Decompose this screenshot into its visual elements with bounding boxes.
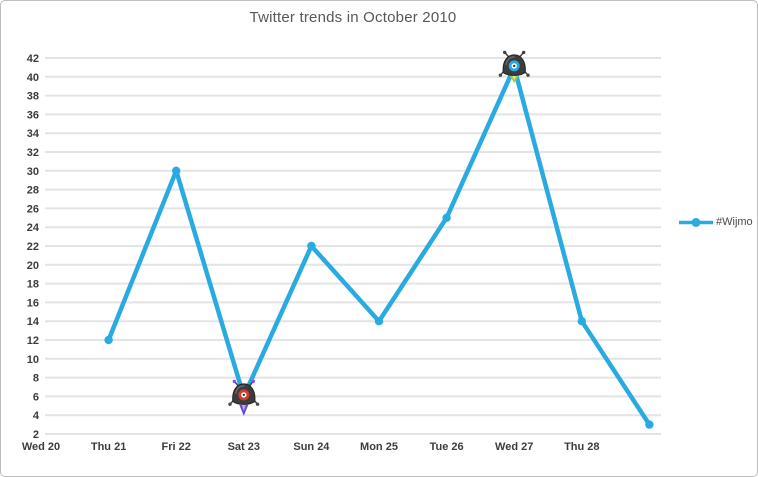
y-axis-tick-label: 36 [27,109,39,121]
data-point-marker[interactable] [172,166,181,175]
y-axis-tick-label: 40 [27,72,39,84]
y-axis-tick-label: 14 [27,316,40,328]
y-axis-tick-label: 30 [27,166,39,178]
chart-title: Twitter trends in October 2010 [249,9,457,26]
legend-label: #Wijmo [716,216,753,228]
x-axis-tick-label: Sat 23 [228,441,260,453]
x-axis-tick-label: Wed 27 [495,441,533,453]
x-axis-tick-label: Sun 24 [293,441,330,453]
y-axis-tick-label: 18 [27,279,39,291]
x-axis-tick-label: Mon 25 [360,441,398,453]
x-axis-tick-label: Thu 21 [91,441,126,453]
y-axis-tick-label: 20 [27,260,39,272]
data-point-marker[interactable] [577,317,586,326]
x-axis-tick-label: Wed 20 [22,441,60,453]
y-axis-tick-label: 8 [33,373,39,385]
y-axis-tick-label: 42 [27,53,39,65]
y-axis-tick-label: 34 [27,128,40,140]
legend[interactable]: #Wijmo [679,216,753,228]
y-axis-tick-label: 4 [33,410,40,422]
spaceship-marker-icon[interactable] [498,50,530,83]
data-point-marker[interactable] [374,317,384,326]
y-axis-tick-label: 10 [27,354,39,366]
x-axis-tick-label: Thu 28 [564,441,599,453]
y-axis-tick-label: 28 [27,185,39,197]
legend-line-marker-icon [679,217,713,227]
y-axis-tick-label: 6 [33,391,39,403]
data-point-marker[interactable] [645,420,654,429]
y-axis-tick-label: 26 [27,203,39,215]
data-point-marker[interactable] [442,213,451,222]
data-point-marker[interactable] [307,241,316,251]
data-point-marker[interactable] [104,335,113,345]
x-axis-tick-label: Fri 22 [162,441,191,453]
y-axis-tick-label: 16 [27,297,39,309]
y-axis-tick-label: 22 [27,241,39,253]
y-axis-tick-label: 24 [27,222,40,234]
spaceship-marker-icon[interactable] [228,379,260,416]
x-axis-tick-label: Tue 26 [430,441,464,453]
y-axis-tick-label: 2 [33,429,39,441]
y-axis-tick-label: 12 [27,335,39,347]
y-axis-tick-label: 38 [27,91,39,103]
y-axis-tick-label: 32 [27,147,39,159]
